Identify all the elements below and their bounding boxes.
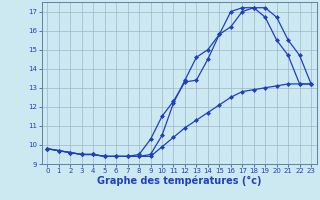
X-axis label: Graphe des températures (°c): Graphe des températures (°c) <box>97 176 261 186</box>
